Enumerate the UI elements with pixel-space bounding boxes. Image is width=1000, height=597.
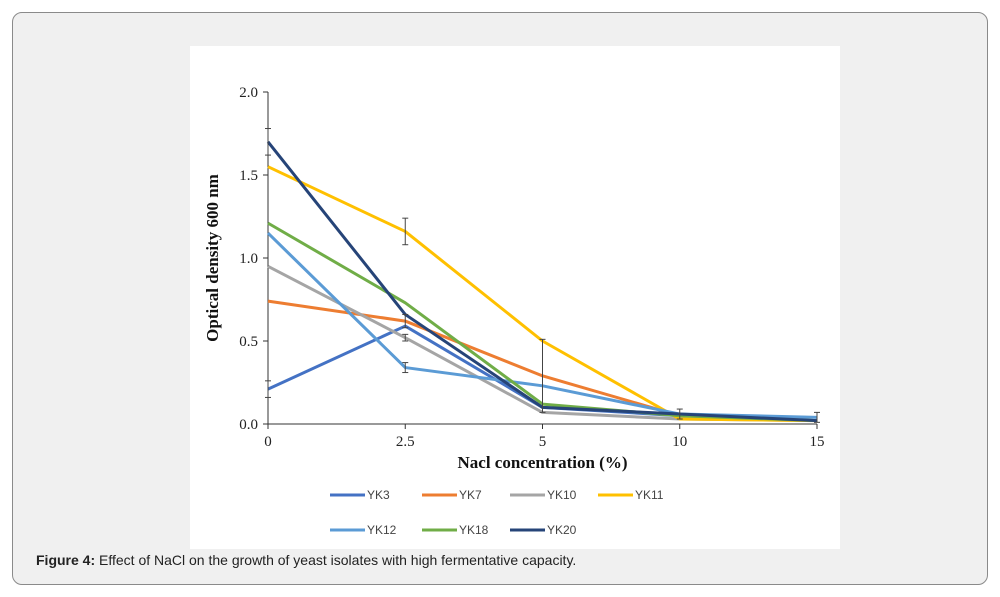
- error-bar: [676, 408, 683, 420]
- legend-label: YK18: [459, 523, 489, 537]
- error-bar: [402, 362, 409, 374]
- y-tick-label: 1.0: [239, 251, 258, 267]
- legend-item-yk12: YK12: [330, 523, 397, 537]
- figure-caption: Figure 4: Effect of NaCl on the growth o…: [36, 552, 576, 568]
- y-tick-label: 0.0: [239, 417, 258, 433]
- x-tick-label: 10: [672, 434, 687, 450]
- error-bar: [402, 333, 409, 342]
- legend-item-yk3: YK3: [330, 488, 390, 502]
- legend-item-yk20: YK20: [510, 523, 577, 537]
- legend-label: YK20: [547, 523, 577, 537]
- chart-legend: YK3 YK7 YK10 YK11 YK12 YK18 YK20: [330, 488, 664, 537]
- legend-label: YK3: [367, 488, 390, 502]
- legend-item-yk10: YK10: [510, 488, 577, 502]
- x-tick-label: 2.5: [396, 434, 415, 450]
- y-axis-title: Optical density 600 nm: [203, 174, 222, 342]
- legend-label: YK7: [459, 488, 482, 502]
- legend-label: YK12: [367, 523, 397, 537]
- error-bar: [814, 411, 820, 423]
- error-bars: [265, 128, 820, 423]
- x-tick-label: 5: [539, 434, 547, 450]
- legend-item-yk7: YK7: [422, 488, 482, 502]
- x-tick-label: 15: [810, 434, 825, 450]
- legend-item-yk11: YK11: [598, 488, 664, 502]
- legend-label: YK10: [547, 488, 577, 502]
- y-tick-label: 2.0: [239, 85, 258, 101]
- error-bar: [265, 128, 271, 156]
- x-axis-ticks: 0 2.5 5 10 15: [264, 424, 825, 450]
- y-tick-label: 1.5: [239, 168, 258, 184]
- legend-item-yk18: YK18: [422, 523, 489, 537]
- caption-text: Effect of NaCl on the growth of yeast is…: [95, 552, 577, 568]
- x-axis-title: Nacl concentration (%): [458, 453, 628, 472]
- legend-label: YK11: [635, 488, 664, 502]
- error-bar: [402, 313, 409, 329]
- figure-frame: 0.0 0.5 1.0 1.5 2.0 0 2.5 5 10 15 Nacl concentra…: [12, 12, 988, 585]
- y-tick-label: 0.5: [239, 334, 258, 350]
- chart-panel: 0.0 0.5 1.0 1.5 2.0 0 2.5 5 10 15 Nacl concentra…: [190, 46, 840, 549]
- caption-label: Figure 4:: [36, 552, 96, 568]
- error-bar: [402, 217, 409, 246]
- x-tick-label: 0: [264, 434, 272, 450]
- line-chart: 0.0 0.5 1.0 1.5 2.0 0 2.5 5 10 15 Nacl concentra…: [203, 85, 825, 537]
- y-axis-ticks: 0.0 0.5 1.0 1.5 2.0: [239, 85, 268, 433]
- error-bar: [539, 338, 546, 413]
- error-bar: [265, 380, 271, 398]
